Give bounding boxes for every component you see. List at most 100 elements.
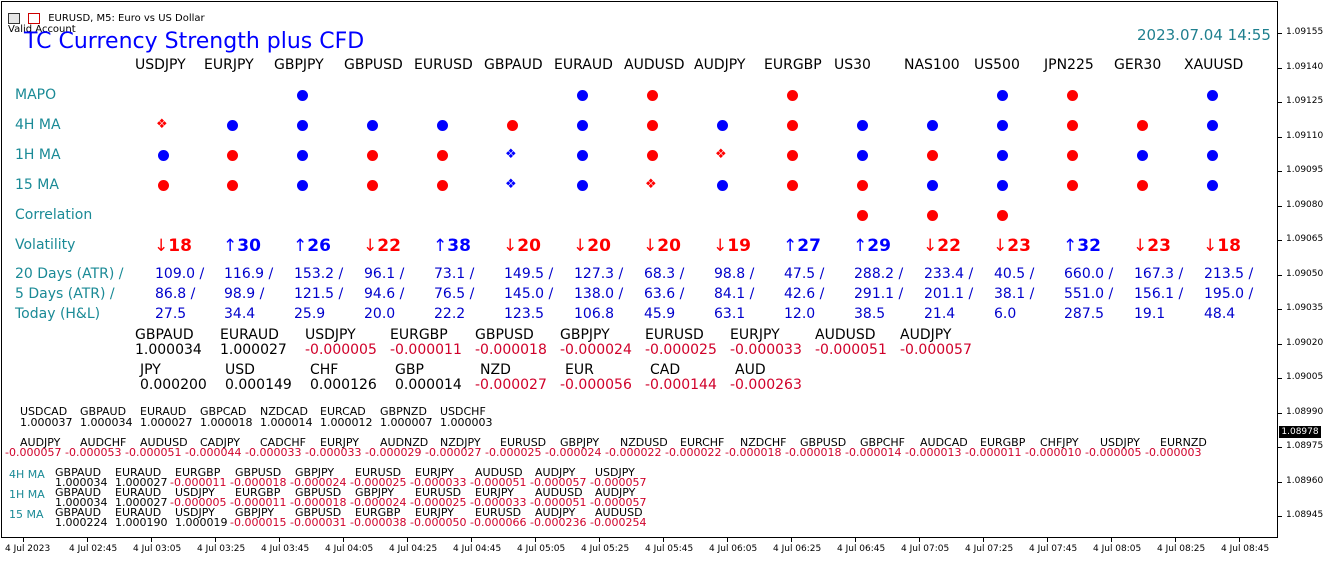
- today-value: 19.1: [1134, 306, 1166, 322]
- time-tick: [599, 538, 600, 542]
- currency-value: -0.000027: [475, 377, 547, 393]
- signal-dot-icon: [367, 120, 378, 131]
- price-label: 1.08945: [1286, 510, 1324, 520]
- pair-value: -0.000024: [560, 342, 632, 358]
- arrow-down-icon: ↓: [1133, 236, 1148, 256]
- time-tick: [151, 538, 152, 542]
- tf-pair-value: -0.000011: [170, 476, 227, 489]
- time-label: 4 Jul 06:25: [773, 544, 822, 554]
- small-pair-symbol: AUDNZD: [380, 436, 429, 449]
- pair-value: 1.000027: [220, 342, 287, 358]
- pair-symbol: EURGBP: [390, 327, 448, 343]
- price-scale[interactable]: 1.09155 1.09140 1.09125 1.09110 1.09095 1.090…: [1278, 1, 1330, 538]
- chart-area[interactable]: [1, 1, 1278, 538]
- atr20-value: 213.5 /: [1204, 266, 1254, 282]
- symbol-header: GBPJPY: [274, 57, 324, 73]
- pair-value: -0.000025: [645, 342, 717, 358]
- small-pair-symbol: EURCHF: [680, 436, 725, 449]
- tf-pair-value: -0.000033: [470, 496, 527, 509]
- small-pair-symbol: EURNZD: [1160, 436, 1207, 449]
- volatility-value: 20: [517, 236, 541, 256]
- atr5-value: 138.0 /: [574, 286, 624, 302]
- price-tick: [1278, 171, 1282, 172]
- time-tick: [727, 538, 728, 542]
- time-tick: [1047, 538, 1048, 542]
- small-pair-value: 1.000027: [140, 416, 193, 429]
- tf-pair-symbol: AUDJPY: [595, 486, 636, 499]
- atr20-value: 40.5 /: [994, 266, 1035, 282]
- volatility-value: 20: [587, 236, 611, 256]
- signal-dot-icon: [227, 180, 238, 191]
- currency-symbol: CHF: [310, 362, 339, 378]
- tf-pair-value: -0.000024: [290, 476, 347, 489]
- tf-pair-symbol: EURUSD: [415, 486, 462, 499]
- time-tick: [1239, 538, 1240, 542]
- small-pair-value: -0.000018: [785, 446, 842, 459]
- atr20-value: 116.9 /: [224, 266, 274, 282]
- signal-dot-icon: [1137, 180, 1148, 191]
- currency-symbol: NZD: [480, 362, 511, 378]
- today-value: 27.5: [155, 306, 187, 322]
- signal-diamond-icon: ❖: [156, 117, 168, 132]
- small-pair-value: 1.000003: [440, 416, 493, 429]
- time-scale[interactable]: 4 Jul 2023 4 Jul 02:45 4 Jul 03:05 4 Jul 03…: [0, 538, 1331, 562]
- atr5-value: 121.5 /: [294, 286, 344, 302]
- atr5-value: 42.6 /: [784, 286, 825, 302]
- time-label: 4 Jul 03:25: [197, 544, 246, 554]
- signal-dot-icon: [437, 150, 448, 161]
- time-label: 4 Jul 08:45: [1221, 544, 1270, 554]
- row-label-1h: 1H MA: [15, 147, 61, 163]
- time-tick: [23, 538, 24, 542]
- volatility-cell: ↓23: [993, 236, 1031, 256]
- signal-dot-icon: [577, 180, 588, 191]
- volatility-cell: ↑38: [433, 236, 471, 256]
- arrow-down-icon: ↓: [643, 236, 658, 256]
- signal-dot-icon: [1207, 120, 1218, 131]
- time-tick: [791, 538, 792, 542]
- volatility-cell: ↓20: [573, 236, 611, 256]
- signal-dot-icon: [1067, 120, 1078, 131]
- signal-dot-icon: [717, 180, 728, 191]
- tf-pair-value: 1.000034: [55, 496, 108, 509]
- time-tick: [279, 538, 280, 542]
- small-pair-symbol: USDCHF: [440, 405, 486, 418]
- atr5-value: 76.5 /: [434, 286, 475, 302]
- currency-symbol: JPY: [140, 362, 161, 378]
- price-label: 1.08960: [1286, 475, 1324, 486]
- symbol-header: EURGBP: [764, 57, 822, 73]
- signal-dot-icon: [997, 90, 1008, 101]
- time-label: 4 Jul 2023: [5, 544, 51, 554]
- symbol-header: GBPUSD: [344, 57, 403, 73]
- atr5-value: 86.8 /: [155, 286, 196, 302]
- atr5-value: 84.1 /: [714, 286, 755, 302]
- time-label: 4 Jul 03:45: [261, 544, 310, 554]
- atr5-value: 156.1 /: [1134, 286, 1184, 302]
- datetime-clock: 2023.07.04 14:55: [1137, 26, 1271, 44]
- small-pair-symbol: AUDCAD: [920, 436, 968, 449]
- tf-pair-value: -0.000015: [230, 516, 287, 529]
- today-value: 123.5: [504, 306, 545, 322]
- signal-dot-icon: [787, 120, 798, 131]
- price-tick: [1278, 240, 1282, 241]
- small-pair-symbol: USDJPY: [1100, 436, 1140, 449]
- time-tick: [407, 538, 408, 542]
- signal-dot-icon: [437, 180, 448, 191]
- price-label: 1.09050: [1286, 268, 1324, 279]
- signal-dot-icon: [927, 180, 938, 191]
- price-label: 1.09140: [1286, 61, 1324, 72]
- tf-pair-symbol: USDJPY: [595, 466, 635, 479]
- pair-symbol: GBPJPY: [560, 327, 610, 343]
- tf-pair-value: -0.000018: [290, 496, 347, 509]
- atr5-value: 145.0 /: [504, 286, 554, 302]
- tf-pair-symbol: USDJPY: [175, 486, 215, 499]
- symbol-header: US500: [974, 57, 1020, 73]
- volatility-cell: ↓19: [713, 236, 751, 256]
- tf-pair-value: -0.000011: [230, 496, 287, 509]
- tf-pair-value: -0.000038: [350, 516, 407, 529]
- price-tick: [1278, 136, 1282, 138]
- today-value: 45.9: [644, 306, 676, 322]
- small-pair-symbol: EURUSD: [500, 436, 547, 449]
- time-tick: [87, 538, 88, 542]
- tf-pair-value: 1.000019: [175, 516, 228, 529]
- arrow-down-icon: ↓: [503, 236, 518, 256]
